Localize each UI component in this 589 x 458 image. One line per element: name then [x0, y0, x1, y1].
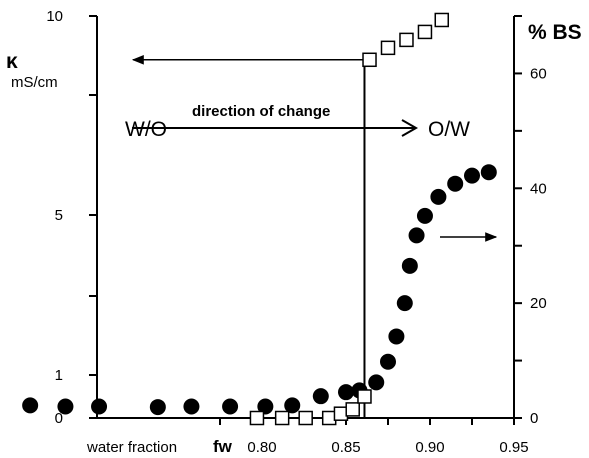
data-point-circle — [480, 164, 497, 181]
data-point-circle — [464, 167, 480, 184]
right-axis-tick-label: 0 — [530, 410, 538, 427]
right-axis-tick-label: 40 — [530, 180, 547, 197]
right-axis-tick-label: 60 — [530, 65, 547, 82]
ow-phase-label: O/W — [428, 118, 470, 141]
direction-of-change-arrowhead — [401, 119, 419, 137]
data-point-square — [434, 12, 450, 28]
data-point-circle — [430, 188, 447, 205]
left-axis-unit: mS/cm — [11, 74, 58, 91]
data-point-circle — [388, 328, 405, 345]
left-axis-symbol: κ — [6, 50, 18, 73]
data-point-circle — [338, 384, 354, 401]
axes: 0 1 5 10 0 20 40 60 0.80 0.85 0.90 0.95 — [46, 8, 546, 456]
data-point-circle — [149, 399, 166, 416]
data-point-square — [362, 52, 377, 68]
data-point-circle — [57, 398, 74, 415]
data-point-circle — [91, 398, 108, 415]
data-point-circle — [284, 397, 301, 414]
x-axis-tick-label: 0.80 — [247, 439, 276, 456]
left-axis-tick-label: 10 — [46, 8, 63, 25]
data-point-square — [417, 24, 433, 40]
data-point-square — [345, 402, 360, 417]
left-axis-tick-label: 0 — [55, 410, 63, 427]
data-point-square — [274, 410, 290, 426]
x-axis-tick-label: 0.85 — [331, 439, 360, 456]
left-axis-tick-label: 5 — [55, 207, 63, 224]
data-point-circle — [401, 257, 418, 274]
data-point-circle — [183, 398, 200, 415]
data-point-circle — [257, 398, 274, 415]
data-point-circle — [312, 388, 329, 405]
direction-of-change-label: direction of change — [192, 103, 330, 120]
data-point-circle — [396, 295, 413, 312]
x-axis-tick-label: 0.95 — [499, 439, 528, 456]
right-axis-label: % BS — [528, 21, 582, 44]
data-point-square — [380, 40, 396, 56]
data-point-circle — [222, 398, 239, 415]
data-point-square — [249, 410, 265, 426]
data-point-square — [357, 389, 372, 404]
data-point-circle — [408, 227, 425, 244]
data-point-circle — [380, 353, 396, 370]
x-axis-symbol: fw — [213, 437, 233, 456]
transition-guides — [131, 54, 498, 418]
data-point-circle — [22, 397, 39, 414]
wo-phase-label: W/O — [125, 118, 167, 141]
series-open-squares — [249, 12, 450, 426]
data-point-circle — [416, 207, 433, 224]
x-axis-tick-label: 0.90 — [415, 439, 444, 456]
data-point-square — [399, 32, 414, 48]
right-axis-tick-label: 20 — [530, 295, 547, 312]
left-axis-tick-label: 1 — [55, 367, 63, 384]
series-filled-circles — [22, 164, 497, 416]
data-point-circle — [368, 374, 385, 391]
data-point-circle — [447, 175, 464, 192]
data-point-square — [298, 410, 313, 426]
x-axis-label: water fraction — [86, 439, 177, 456]
